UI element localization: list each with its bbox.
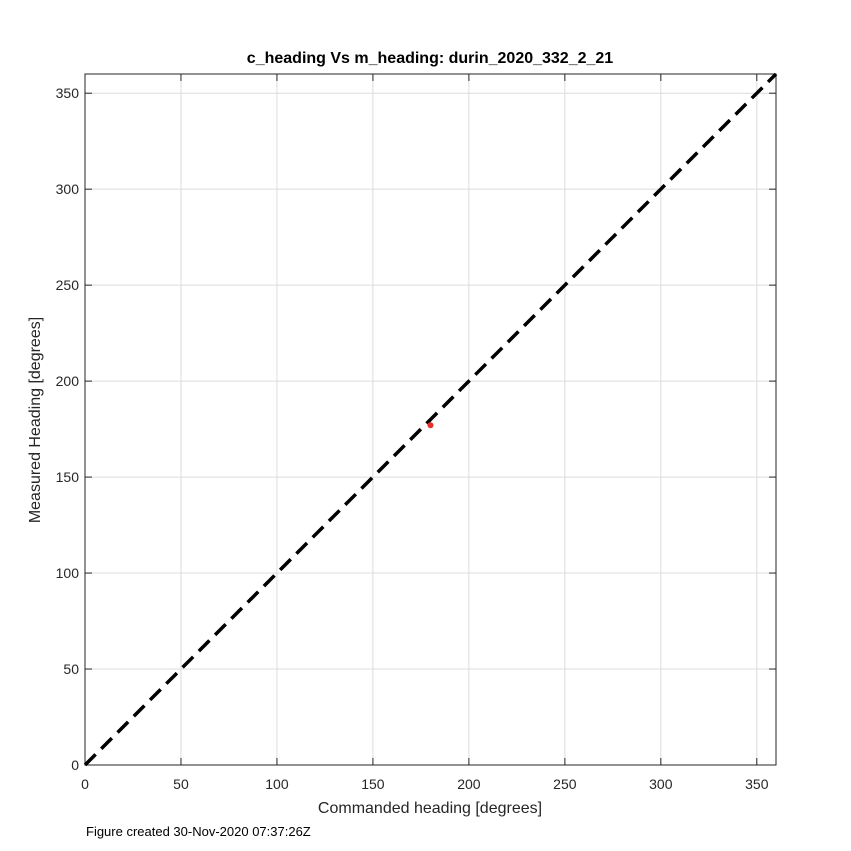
y-tick-label: 200 — [56, 373, 80, 389]
x-tick-label: 0 — [81, 776, 89, 792]
x-tick-label: 100 — [265, 776, 289, 792]
x-tick-label: 300 — [649, 776, 673, 792]
identity-reference-line — [83, 72, 778, 767]
y-tick-label: 300 — [56, 181, 80, 197]
x-tick-label: 200 — [457, 776, 481, 792]
data-point — [427, 422, 434, 429]
y-tick-label: 100 — [56, 565, 80, 581]
data-points — [427, 422, 434, 429]
y-tick-label: 250 — [56, 277, 80, 293]
y-axis-label: Measured Heading [degrees] — [27, 317, 44, 523]
chart-title: c_heading Vs m_heading: durin_2020_332_2… — [247, 50, 614, 67]
x-tick-label: 50 — [173, 776, 189, 792]
y-tick-label: 50 — [63, 661, 79, 677]
x-axis-label: Commanded heading [degrees] — [318, 800, 542, 817]
y-tick-label: 0 — [71, 757, 79, 773]
x-axis-ticks: 0 50 100 150 200 250 300 350 — [81, 74, 769, 792]
figure-created-note: Figure created 30-Nov-2020 07:37:26Z — [86, 824, 311, 839]
y-tick-label: 350 — [56, 85, 80, 101]
y-tick-label: 150 — [56, 469, 80, 485]
x-tick-label: 150 — [361, 776, 385, 792]
y-axis-ticks: 0 50 100 150 200 250 300 350 — [56, 85, 776, 773]
x-tick-label: 250 — [553, 776, 577, 792]
x-tick-label: 350 — [745, 776, 769, 792]
plot-area-frame — [84, 73, 777, 766]
